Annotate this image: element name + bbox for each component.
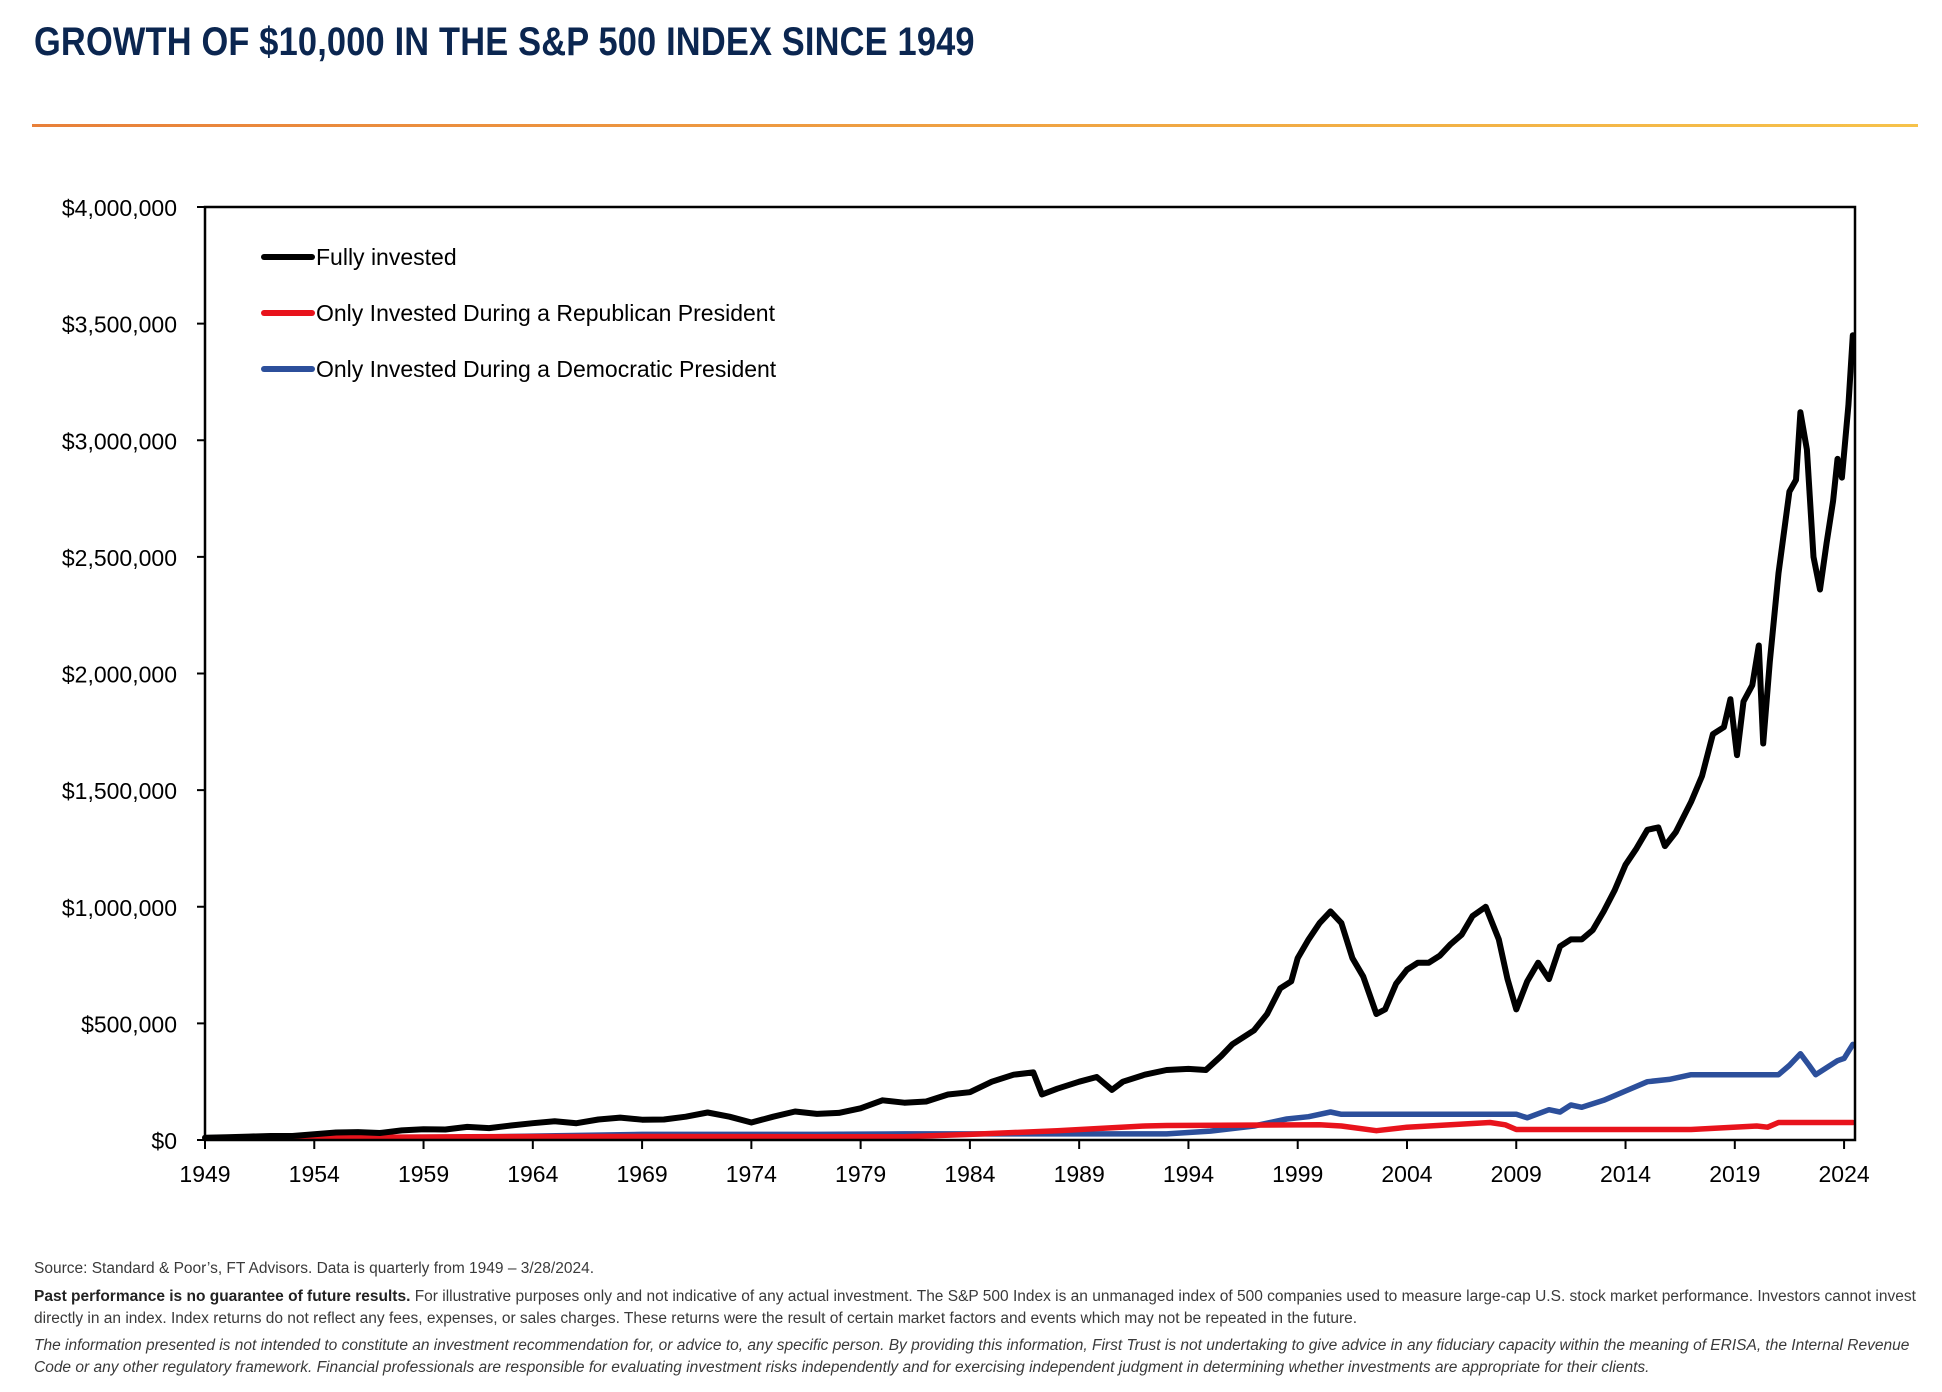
y-tick-label: $500,000: [81, 1011, 177, 1037]
y-tick-label: $0: [151, 1128, 177, 1154]
source-note: Source: Standard & Poor’s, FT Advisors. …: [34, 1260, 595, 1277]
legend: Fully invested Only Invested During a Rep…: [261, 244, 777, 382]
legend-label: Only Invested During a Democratic Presid…: [316, 356, 777, 382]
y-tick-label: $3,500,000: [62, 312, 177, 338]
y-tick-label: $1,500,000: [62, 778, 177, 804]
y-tick-label: $3,000,000: [62, 428, 177, 454]
x-tick-label: 2009: [1491, 1161, 1542, 1187]
y-tick-label: $1,000,000: [62, 895, 177, 921]
y-tick-label: $2,000,000: [62, 662, 177, 688]
x-tick-label: 2004: [1381, 1161, 1432, 1187]
line-chart: $0 $500,000 $1,000,000 $1,500,000 $2,000,000…: [62, 195, 1870, 1187]
info-note: The information presented is not intende…: [34, 1337, 1910, 1376]
x-axis: 1949 1954 1959 1964 1969 1974 1979 1984 1989 1994…: [179, 1140, 1870, 1187]
disclaimer: Past performance is no guarantee of futu…: [34, 1286, 1934, 1330]
x-tick-label: 1994: [1163, 1161, 1214, 1187]
x-tick-label: 1989: [1054, 1161, 1105, 1187]
x-tick-label: 2019: [1709, 1161, 1760, 1187]
x-tick-label: 2014: [1600, 1161, 1651, 1187]
plot-frame: [203, 205, 1857, 1142]
series-line-only-invested-during-a-democratic-president: [202, 1041, 1856, 1141]
x-tick-label: 1979: [835, 1161, 886, 1187]
x-tick-label: 2024: [1818, 1161, 1869, 1187]
y-axis: $0 $500,000 $1,000,000 $1,500,000 $2,000,000…: [62, 195, 205, 1154]
series-line-fully-invested: [202, 332, 1856, 1141]
x-tick-label: 1959: [398, 1161, 449, 1187]
x-tick-label: 1999: [1272, 1161, 1323, 1187]
series-layer: [202, 332, 1856, 1141]
chart-title: GROWTH OF $10,000 IN THE S&P 500 INDEX S…: [34, 20, 975, 64]
x-tick-label: 1974: [726, 1161, 777, 1187]
disclaimer-bold: Past performance is no guarantee of futu…: [34, 1288, 411, 1305]
legend-label: Only Invested During a Republican Presid…: [316, 300, 776, 326]
x-tick-label: 1954: [289, 1161, 340, 1187]
x-tick-label: 1984: [944, 1161, 995, 1187]
x-tick-label: 1964: [507, 1161, 558, 1187]
title-divider: [32, 124, 1918, 127]
legend-label: Fully invested: [316, 244, 457, 270]
y-tick-label: $4,000,000: [62, 195, 177, 221]
disclaimer-text: For illustrative purposes only and not i…: [34, 1288, 1916, 1327]
y-tick-label: $2,500,000: [62, 545, 177, 571]
x-tick-label: 1969: [617, 1161, 668, 1187]
x-tick-label: 1949: [179, 1161, 230, 1187]
series-line-only-invested-during-a-republican-president: [202, 1119, 1856, 1141]
